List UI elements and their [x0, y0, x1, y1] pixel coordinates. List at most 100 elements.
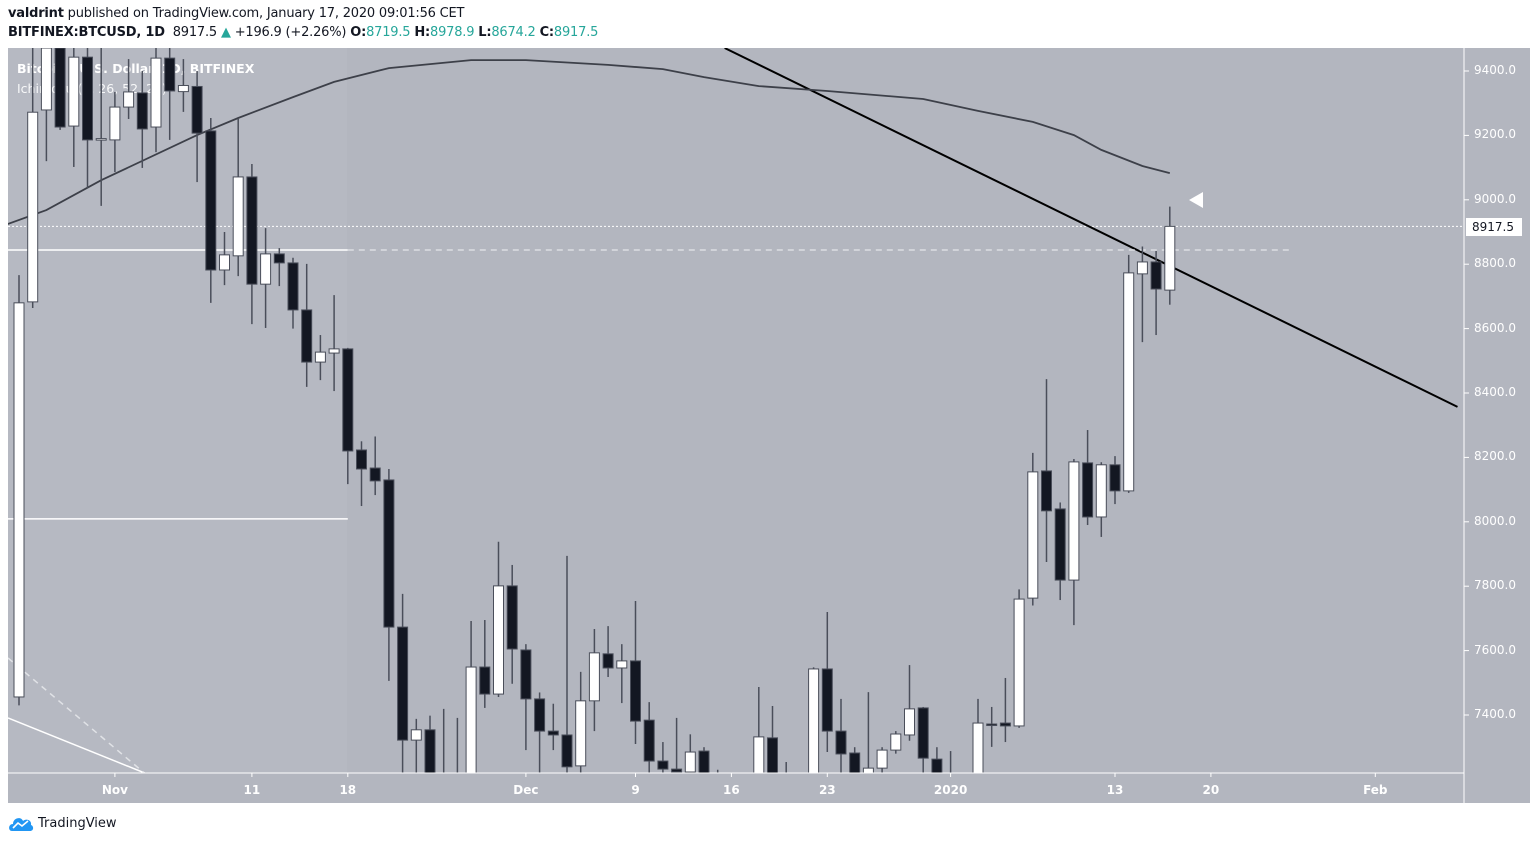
candle-2019-10-29 — [68, 48, 80, 167]
last-price-label: 8917.5 — [1466, 218, 1522, 236]
candle-2019-12-19 — [767, 705, 778, 773]
candle-body — [931, 758, 943, 773]
candle-2019-12-12 — [671, 717, 683, 773]
ichimoku-line — [8, 59, 1171, 225]
high-label: H: — [414, 25, 430, 40]
price-tick-label: 9200.0 — [1474, 127, 1516, 142]
candle-body — [13, 302, 25, 698]
candle-body — [630, 660, 641, 722]
last-price: 8917.5 — [172, 25, 218, 40]
chart-shaded-region — [8, 48, 347, 773]
candle-body — [917, 707, 929, 759]
candle-body — [260, 253, 272, 285]
candle-body — [904, 708, 915, 736]
candle-2019-11-17 — [328, 295, 340, 392]
candle-2019-12-07 — [602, 626, 614, 678]
candle-2019-11-23 — [410, 718, 422, 773]
low-value: 8674.2 — [491, 25, 536, 40]
candle-2019-12-31 — [931, 747, 943, 773]
candle-2019-11-14 — [287, 257, 299, 329]
candle-body — [383, 479, 395, 628]
candle-2019-11-20 — [369, 436, 381, 496]
candle-body — [602, 653, 614, 669]
brand-name: TradingView — [38, 815, 117, 831]
candle-2019-10-26 — [27, 48, 39, 308]
candle-body — [1054, 508, 1066, 581]
price-tick-label: 7600.0 — [1474, 642, 1516, 657]
candle-2020-01-03 — [972, 698, 984, 773]
candle-body — [287, 262, 299, 311]
candle-body — [82, 56, 93, 141]
price-change: +196.9 (+2.26%) — [234, 25, 347, 40]
candle-2020-01-12 — [1095, 462, 1107, 537]
candle-body — [136, 92, 148, 130]
candle-body — [986, 723, 998, 727]
candle-body — [397, 626, 409, 741]
candle-2019-11-12 — [260, 228, 272, 328]
candle-body — [561, 734, 573, 768]
time-tick-label: 23 — [818, 783, 836, 797]
publish-info: valdrint published on TradingView.com, J… — [8, 6, 464, 21]
candle-2019-11-22 — [397, 593, 409, 773]
high-value: 8978.9 — [430, 25, 475, 40]
time-tick-label: 2020 — [933, 783, 968, 797]
candle-body — [410, 729, 422, 741]
candle-body — [862, 767, 874, 773]
candle-2020-01-07 — [1027, 452, 1039, 606]
candle-body — [684, 751, 696, 773]
candle-2020-01-05 — [999, 677, 1011, 743]
trendline-drawing — [8, 717, 145, 773]
author-name[interactable]: valdrint — [8, 6, 64, 21]
footer-brand[interactable]: TradingView — [8, 814, 117, 832]
candle-body — [342, 348, 354, 452]
candle-2020-01-16 — [1150, 250, 1162, 336]
candle-body — [835, 730, 847, 755]
price-tick-label: 7800.0 — [1474, 578, 1516, 593]
candle-body — [506, 585, 518, 650]
candle-body — [54, 48, 66, 128]
time-tick-label: 18 — [339, 783, 357, 797]
candle-2019-11-13 — [273, 248, 285, 287]
candle-body — [643, 719, 655, 762]
candle-body — [1150, 261, 1162, 290]
close-value: 8917.5 — [553, 25, 599, 40]
candle-2019-12-03 — [547, 703, 559, 751]
price-tick-label: 8800.0 — [1474, 256, 1516, 271]
candle-body — [369, 467, 381, 482]
symbol-label: BITFINEX:BTCUSD, 1D — [8, 25, 165, 40]
candle-2019-11-11 — [246, 164, 258, 325]
candle-2019-12-10 — [643, 702, 655, 773]
candle-body — [1013, 598, 1025, 727]
candle-body — [588, 652, 600, 702]
candle-body — [616, 660, 628, 669]
candle-body — [767, 737, 778, 773]
trendline-drawing — [8, 657, 145, 773]
candle-2020-01-11 — [1082, 430, 1094, 526]
publish-text: published on TradingView.com, January 17… — [63, 6, 465, 21]
candle-2019-12-29 — [904, 665, 915, 741]
candle-2019-11-27 — [465, 620, 477, 773]
candle-2019-11-10 — [232, 118, 244, 277]
price-tick-label: 9400.0 — [1474, 63, 1516, 77]
trendline-drawing — [724, 48, 1458, 408]
candle-2019-10-28 — [54, 48, 66, 130]
candle-2019-11-09 — [219, 232, 230, 286]
candle-2019-12-09 — [630, 601, 641, 744]
candle-body — [328, 348, 340, 354]
candle-body — [575, 700, 587, 767]
candle-2019-12-25 — [849, 747, 861, 773]
close-label: C: — [539, 25, 555, 40]
candle-2019-12-11 — [657, 742, 669, 773]
candle-2020-01-13 — [1109, 456, 1121, 505]
candle-body — [890, 733, 902, 751]
candle-body — [493, 585, 504, 695]
candle-2019-11-16 — [314, 335, 326, 381]
candle-2019-12-01 — [520, 644, 532, 751]
tradingview-cloud-icon — [9, 818, 34, 831]
candle-2019-12-06 — [588, 629, 600, 732]
candle-body — [205, 130, 217, 271]
candle-body — [1123, 272, 1135, 492]
candle-2020-01-08 — [1041, 379, 1052, 563]
candle-2019-11-21 — [383, 468, 395, 681]
